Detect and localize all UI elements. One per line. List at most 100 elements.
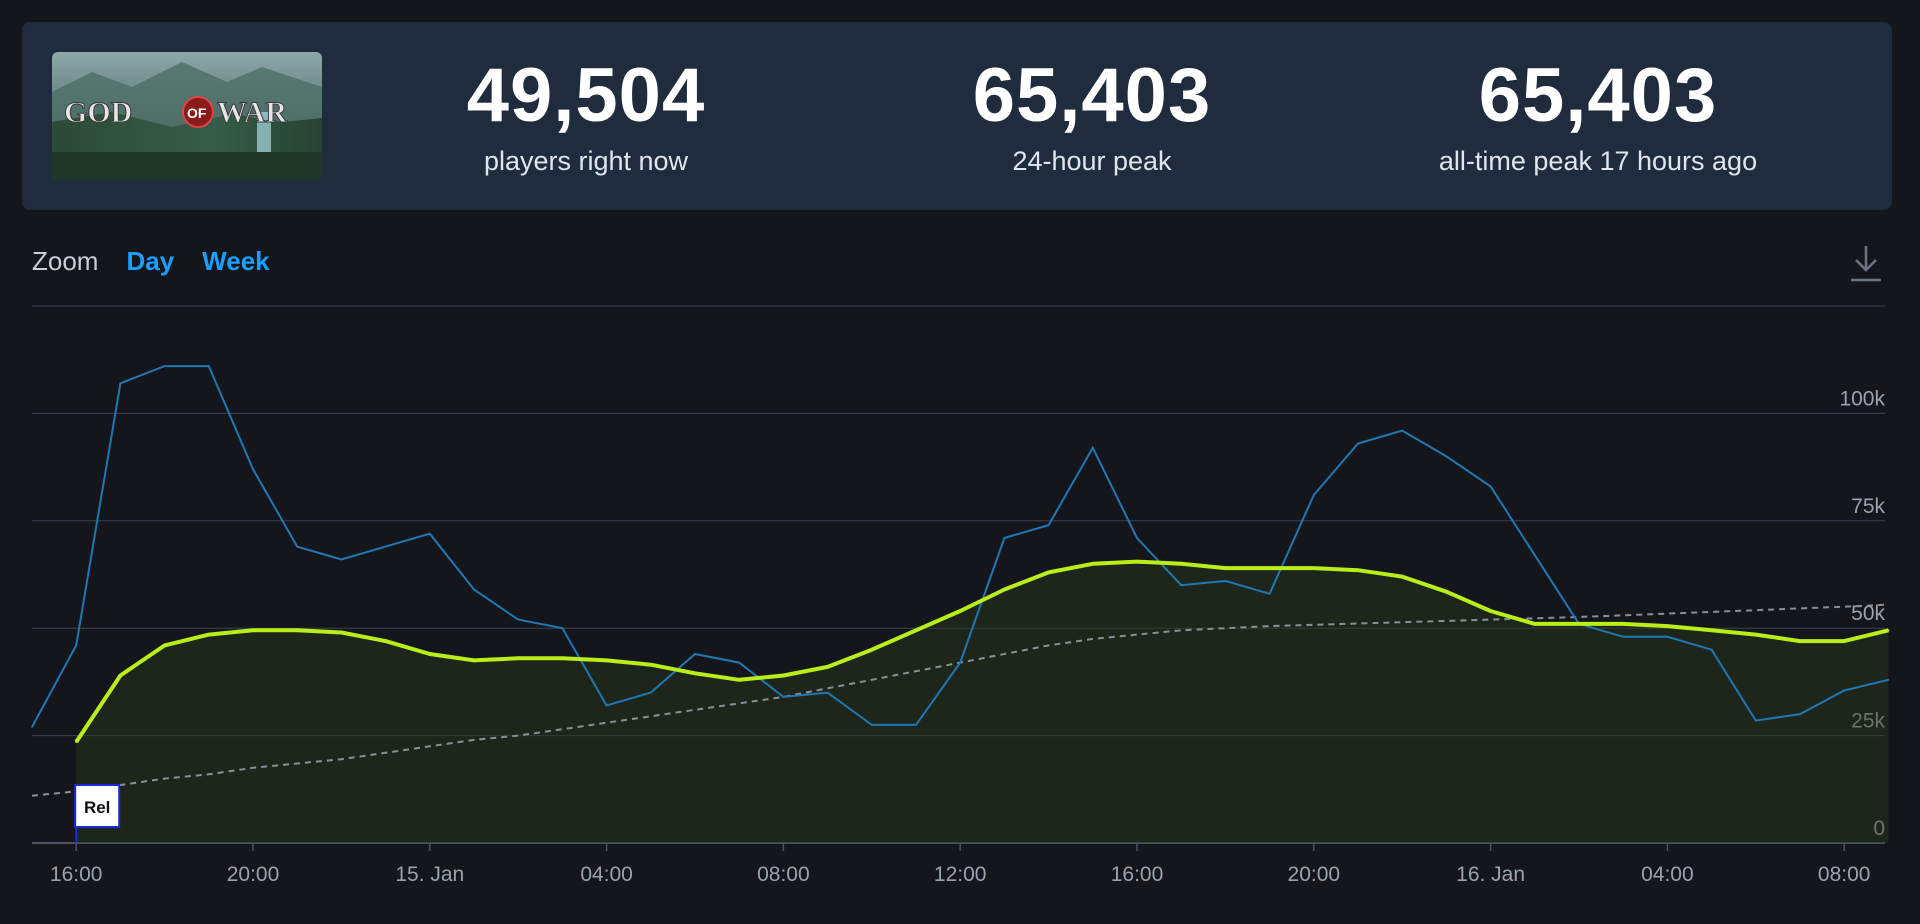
average-point: [1622, 622, 1625, 625]
average-point: [75, 741, 78, 744]
average-point: [1003, 588, 1006, 591]
average-point: [1799, 640, 1801, 643]
average-point: [561, 657, 564, 660]
average-point: [1224, 567, 1227, 570]
average-point: [252, 629, 254, 632]
logo-badge: OF: [187, 105, 207, 121]
y-tick-label: 100k: [1839, 387, 1885, 410]
average-point: [517, 657, 520, 660]
logo-text-right: WAR: [217, 96, 287, 129]
players-point: [1136, 537, 1138, 539]
players-point: [738, 661, 740, 664]
zoom-controls: Zoom Day Week: [32, 246, 270, 277]
players-point: [871, 724, 873, 726]
zoom-day-button[interactable]: Day: [126, 246, 175, 276]
x-tick-label: 16:00: [1111, 863, 1164, 886]
average-point: [473, 659, 475, 662]
average-point: [1710, 629, 1713, 632]
peak-24h-value: 65,403: [972, 53, 1212, 138]
average-point: [1091, 562, 1094, 565]
players-point: [1534, 554, 1536, 556]
all-time-peak-value: 65,403: [1478, 53, 1718, 138]
average-point: [1357, 569, 1359, 572]
players-point: [473, 588, 475, 591]
players-point: [1224, 580, 1227, 582]
average-point: [915, 629, 917, 632]
players-point: [1666, 635, 1669, 638]
release-marker-box: [74, 784, 121, 828]
average-point: [605, 659, 608, 662]
average-point: [1180, 562, 1183, 565]
players-point: [31, 726, 33, 728]
players-point: [1401, 429, 1403, 432]
players-point: [1268, 593, 1271, 595]
players-point: [561, 627, 564, 629]
x-tick-label: 20:00: [227, 863, 280, 886]
average-point: [649, 663, 652, 666]
average-point: [1445, 590, 1448, 593]
average-point: [340, 631, 343, 634]
players-point: [252, 468, 254, 471]
players-point: [1313, 494, 1315, 496]
players-point: [915, 724, 917, 726]
zoom-label: Zoom: [32, 246, 99, 276]
players-point: [1357, 442, 1359, 445]
players-point: [694, 653, 696, 655]
zoom-week-button[interactable]: Week: [202, 246, 270, 276]
average-point: [1401, 575, 1404, 578]
x-tick-label: 04:00: [1641, 863, 1694, 886]
release-marker: Rel: [74, 784, 121, 843]
average-point: [1843, 640, 1846, 643]
average-point: [1268, 567, 1271, 570]
game-cover-image[interactable]: GOD OF WAR: [52, 52, 322, 180]
average-point: [163, 644, 166, 647]
average-point: [207, 633, 210, 636]
average-point: [1489, 610, 1492, 613]
average-point: [384, 640, 387, 643]
average-point: [428, 652, 431, 655]
download-icon: [1851, 246, 1881, 282]
peak-24h-label: 24-hour peak: [1012, 146, 1172, 176]
players-point: [208, 365, 210, 367]
players-point: [826, 691, 829, 694]
average-point: [1754, 633, 1757, 636]
y-tick-label: 75k: [1851, 495, 1885, 518]
average-point: [1578, 622, 1580, 625]
players-point: [75, 644, 77, 647]
current-players-value: 49,504: [466, 53, 706, 138]
players-point: [429, 532, 431, 535]
logo-text-left: GOD: [64, 96, 132, 129]
all-time-peak-label: all-time peak 17 hours ago: [1438, 146, 1758, 176]
x-tick-label: 16:00: [50, 863, 103, 886]
players-point: [959, 661, 961, 664]
download-button[interactable]: [1848, 242, 1884, 284]
players-point: [384, 545, 387, 548]
average-area-fill: [76, 561, 1889, 843]
players-point: [163, 365, 166, 367]
players-point: [782, 696, 785, 698]
players-point: [1887, 678, 1890, 681]
players-point: [1047, 524, 1050, 526]
players-point: [1843, 689, 1845, 692]
god-of-war-logo: GOD OF WAR: [52, 52, 322, 180]
average-point: [1533, 622, 1536, 625]
players-point: [119, 382, 122, 385]
stat-current-players: 49,504 players right now: [376, 58, 796, 177]
current-players-label: players right now: [483, 146, 689, 176]
players-point: [1755, 719, 1757, 722]
average-point: [959, 610, 962, 613]
average-point: [826, 665, 829, 668]
average-point: [1047, 571, 1050, 574]
x-tick-label: 04:00: [580, 863, 633, 886]
average-point: [870, 648, 873, 651]
x-tick-label: 16. Jan: [1456, 863, 1525, 886]
average-point: [1312, 567, 1315, 570]
players-point: [1489, 485, 1492, 488]
y-tick-label: 0: [1873, 817, 1885, 840]
average-point: [1136, 560, 1138, 563]
players-point: [296, 545, 299, 548]
players-point: [1799, 713, 1801, 715]
average-point: [738, 678, 741, 681]
x-tick-label: 12:00: [934, 863, 987, 886]
players-point: [1710, 648, 1713, 651]
